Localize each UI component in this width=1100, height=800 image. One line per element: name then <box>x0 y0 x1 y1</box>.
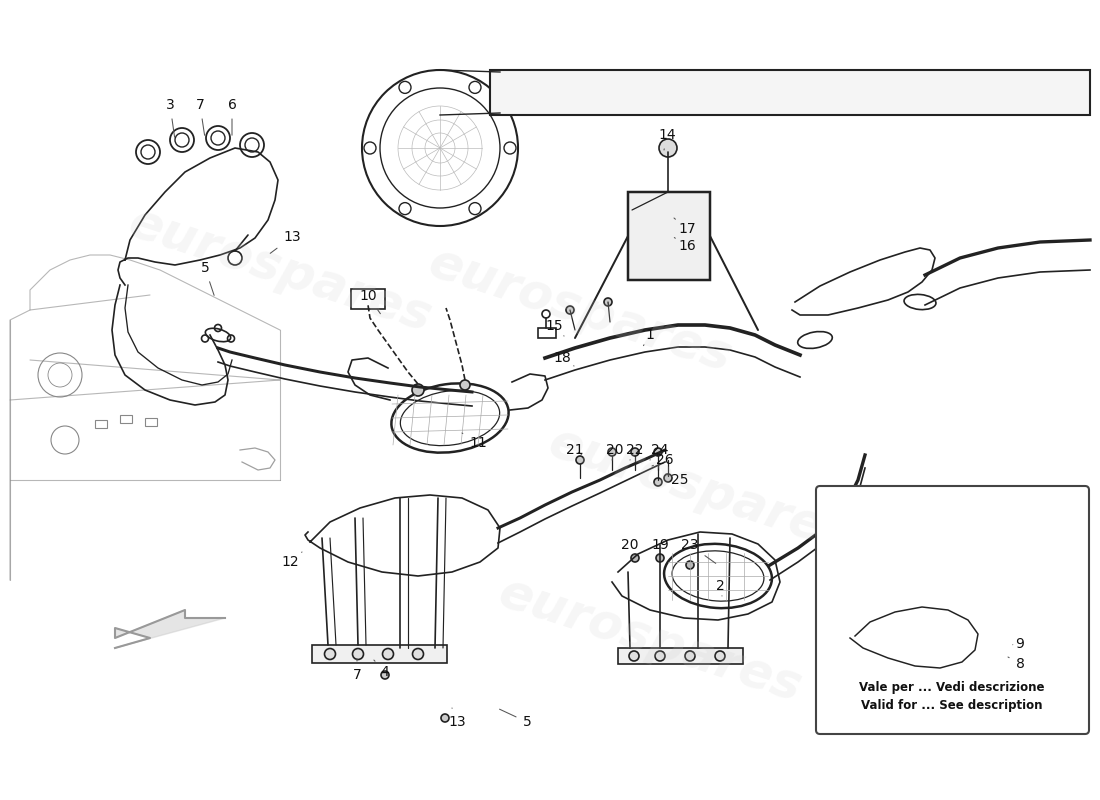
Circle shape <box>324 649 336 659</box>
Text: 1: 1 <box>644 328 654 346</box>
Text: 11: 11 <box>462 433 487 450</box>
Circle shape <box>631 554 639 562</box>
Text: 10: 10 <box>360 289 381 314</box>
Text: 24: 24 <box>650 443 669 460</box>
Text: 7: 7 <box>196 98 205 135</box>
Text: 13: 13 <box>271 230 300 254</box>
Text: 3: 3 <box>166 98 175 138</box>
Circle shape <box>691 201 702 211</box>
Circle shape <box>381 671 389 679</box>
Circle shape <box>656 554 664 562</box>
Text: 18: 18 <box>553 351 574 366</box>
Circle shape <box>664 474 672 482</box>
Text: 23: 23 <box>681 538 716 563</box>
Text: eurospares: eurospares <box>422 238 738 382</box>
Circle shape <box>1018 658 1026 666</box>
Circle shape <box>352 649 363 659</box>
Circle shape <box>663 247 673 257</box>
Circle shape <box>441 714 449 722</box>
Text: 20: 20 <box>621 538 639 555</box>
Bar <box>628 192 710 280</box>
Circle shape <box>663 233 673 243</box>
Text: 2: 2 <box>716 579 725 596</box>
Circle shape <box>637 201 648 211</box>
Text: 12: 12 <box>282 552 303 569</box>
Text: 13: 13 <box>448 708 465 729</box>
Circle shape <box>654 448 662 456</box>
Circle shape <box>460 380 470 390</box>
Bar <box>120 415 132 423</box>
Circle shape <box>685 651 695 661</box>
Bar <box>95 420 107 428</box>
Circle shape <box>576 456 584 464</box>
Bar <box>145 418 157 426</box>
FancyBboxPatch shape <box>816 486 1089 734</box>
Polygon shape <box>116 610 226 648</box>
Text: eurospares: eurospares <box>542 418 858 562</box>
Text: 25: 25 <box>666 473 689 487</box>
Text: 15: 15 <box>546 319 564 336</box>
Circle shape <box>686 561 694 569</box>
Circle shape <box>659 139 676 157</box>
Circle shape <box>631 448 639 456</box>
Bar <box>538 328 556 338</box>
Circle shape <box>604 298 612 306</box>
Circle shape <box>1021 643 1030 653</box>
Circle shape <box>608 448 616 456</box>
Circle shape <box>637 257 648 267</box>
Circle shape <box>566 306 574 314</box>
Text: 4: 4 <box>374 660 389 679</box>
Text: 5: 5 <box>499 709 531 729</box>
Text: Vale per ... Vedi descrizione: Vale per ... Vedi descrizione <box>859 682 1045 694</box>
Circle shape <box>654 651 666 661</box>
Circle shape <box>629 651 639 661</box>
FancyBboxPatch shape <box>351 289 385 309</box>
Text: 26: 26 <box>652 453 674 467</box>
Bar <box>312 645 447 663</box>
Text: 20: 20 <box>606 443 624 460</box>
Bar <box>618 648 742 664</box>
Text: 17: 17 <box>674 218 696 236</box>
Circle shape <box>691 257 702 267</box>
Text: 8: 8 <box>1008 657 1024 671</box>
Circle shape <box>715 651 725 661</box>
Text: 19: 19 <box>651 538 669 555</box>
Circle shape <box>412 384 424 396</box>
Circle shape <box>654 478 662 486</box>
Text: 21: 21 <box>566 443 584 457</box>
Circle shape <box>383 649 394 659</box>
Bar <box>490 70 1090 115</box>
Text: eurospares: eurospares <box>493 568 807 712</box>
Text: 16: 16 <box>674 238 696 253</box>
Circle shape <box>412 649 424 659</box>
Text: Valid for ... See description: Valid for ... See description <box>861 698 1043 711</box>
Text: 5: 5 <box>200 261 214 295</box>
Text: 7: 7 <box>353 658 362 682</box>
Text: 6: 6 <box>228 98 236 135</box>
Text: 14: 14 <box>658 128 675 150</box>
Text: eurospares: eurospares <box>122 198 438 342</box>
Text: 9: 9 <box>1013 637 1024 651</box>
Text: 22: 22 <box>626 443 644 460</box>
